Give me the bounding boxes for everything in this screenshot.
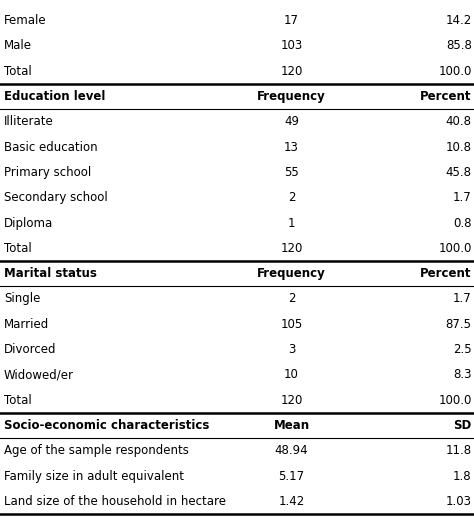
Text: Primary school: Primary school <box>4 166 91 179</box>
Text: Illiterate: Illiterate <box>4 115 54 128</box>
Text: Divorced: Divorced <box>4 343 56 356</box>
Text: 100.0: 100.0 <box>438 242 472 255</box>
Text: 10.8: 10.8 <box>446 140 472 153</box>
Text: Frequency: Frequency <box>257 90 326 103</box>
Text: 10: 10 <box>284 369 299 382</box>
Text: 45.8: 45.8 <box>446 166 472 179</box>
Text: 3: 3 <box>288 343 295 356</box>
Text: Frequency: Frequency <box>257 267 326 280</box>
Text: Family size in adult equivalent: Family size in adult equivalent <box>4 470 184 483</box>
Text: 1.03: 1.03 <box>446 495 472 508</box>
Text: 11.8: 11.8 <box>446 444 472 457</box>
Text: 55: 55 <box>284 166 299 179</box>
Text: Percent: Percent <box>420 267 472 280</box>
Text: 2: 2 <box>288 292 295 305</box>
Text: Socio-economic characteristics: Socio-economic characteristics <box>4 419 209 432</box>
Text: 13: 13 <box>284 140 299 153</box>
Text: 1: 1 <box>288 217 295 230</box>
Text: 5.17: 5.17 <box>278 470 305 483</box>
Text: 14.2: 14.2 <box>446 14 472 27</box>
Text: 87.5: 87.5 <box>446 318 472 331</box>
Text: Secondary school: Secondary school <box>4 191 108 204</box>
Text: Widowed/er: Widowed/er <box>4 369 74 382</box>
Text: Married: Married <box>4 318 49 331</box>
Text: 1.7: 1.7 <box>453 191 472 204</box>
Text: 103: 103 <box>281 39 302 52</box>
Text: Mean: Mean <box>273 419 310 432</box>
Text: SD: SD <box>453 419 472 432</box>
Text: 120: 120 <box>280 65 303 78</box>
Text: 2: 2 <box>288 191 295 204</box>
Text: 105: 105 <box>281 318 302 331</box>
Text: Age of the sample respondents: Age of the sample respondents <box>4 444 189 457</box>
Text: 40.8: 40.8 <box>446 115 472 128</box>
Text: Total: Total <box>4 242 32 255</box>
Text: Percent: Percent <box>420 90 472 103</box>
Text: Education level: Education level <box>4 90 105 103</box>
Text: 85.8: 85.8 <box>446 39 472 52</box>
Text: 120: 120 <box>280 242 303 255</box>
Text: 100.0: 100.0 <box>438 394 472 407</box>
Text: Diploma: Diploma <box>4 217 53 230</box>
Text: Male: Male <box>4 39 32 52</box>
Text: 100.0: 100.0 <box>438 65 472 78</box>
Text: 120: 120 <box>280 394 303 407</box>
Text: Female: Female <box>4 14 46 27</box>
Text: Land size of the household in hectare: Land size of the household in hectare <box>4 495 226 508</box>
Text: Basic education: Basic education <box>4 140 98 153</box>
Text: 49: 49 <box>284 115 299 128</box>
Text: 48.94: 48.94 <box>275 444 308 457</box>
Text: Single: Single <box>4 292 40 305</box>
Text: Marital status: Marital status <box>4 267 97 280</box>
Text: Total: Total <box>4 394 32 407</box>
Text: 1.42: 1.42 <box>278 495 305 508</box>
Text: 17: 17 <box>284 14 299 27</box>
Text: 1.8: 1.8 <box>453 470 472 483</box>
Text: 1.7: 1.7 <box>453 292 472 305</box>
Text: 0.8: 0.8 <box>453 217 472 230</box>
Text: Total: Total <box>4 65 32 78</box>
Text: 2.5: 2.5 <box>453 343 472 356</box>
Text: 8.3: 8.3 <box>453 369 472 382</box>
